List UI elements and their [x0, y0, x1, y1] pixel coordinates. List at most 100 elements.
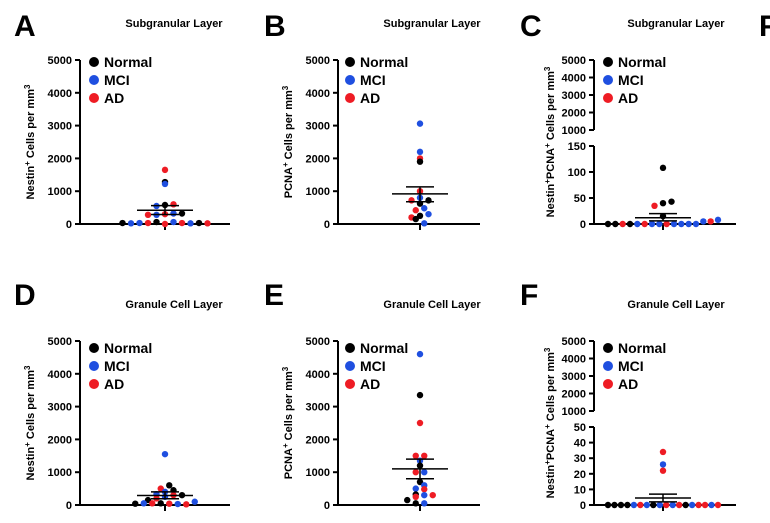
data-point-mci	[656, 501, 663, 509]
y-tick-label: 4000	[48, 369, 72, 381]
legend-marker-mci	[603, 75, 613, 85]
data-point-normal	[668, 198, 675, 205]
data-point-normal	[404, 496, 411, 504]
data-point-mci	[161, 180, 169, 188]
y-tick-label: 4000	[562, 354, 586, 366]
legend-label: MCI	[104, 72, 130, 88]
y-tick-label: 2000	[562, 389, 586, 401]
data-point-ad	[659, 467, 667, 474]
legend-marker-normal	[603, 57, 613, 67]
y-axis-label: PCNA+ Cells per mm3	[281, 85, 296, 198]
legend-label: MCI	[618, 358, 644, 374]
legend-label: MCI	[360, 358, 386, 374]
y-tick-label: 50	[574, 193, 586, 205]
data-point-normal	[132, 500, 139, 507]
legend-label: Normal	[360, 340, 408, 356]
legend-marker-normal	[345, 343, 355, 353]
data-point-ad	[421, 452, 428, 459]
data-point-ad	[619, 220, 626, 228]
legend-marker-mci	[345, 75, 355, 85]
y-tick-label: 3000	[562, 90, 586, 102]
legend-label: AD	[618, 376, 638, 392]
panel-title: Subgranular Layer	[627, 18, 725, 30]
legend-label: Normal	[104, 54, 152, 70]
data-point-normal	[178, 210, 186, 217]
legend-marker-normal	[89, 343, 99, 353]
data-point-normal	[416, 391, 424, 399]
y-tick-label: 4000	[48, 88, 72, 100]
legend-marker-mci	[345, 361, 355, 371]
data-point-normal	[659, 164, 667, 172]
y-tick-label: 4000	[306, 369, 330, 381]
data-point-ad	[412, 452, 419, 459]
panel-f: F Granule Cell Layer 0 10 20 30 40 50 1000 2000 30…	[520, 279, 736, 512]
y-tick-label: 0	[580, 219, 586, 231]
y-tick-label: 1000	[48, 467, 72, 479]
data-point-ad	[429, 491, 436, 499]
panel-c: C Subgranular Layer 0 50 100 150 1000 2000 3000 4…	[520, 10, 736, 231]
data-point-normal	[626, 220, 634, 228]
y-tick-label: 2000	[48, 153, 72, 165]
data-point-normal	[650, 501, 657, 509]
y-tick-label: 100	[568, 167, 586, 179]
y-tick-label: 5000	[562, 55, 586, 67]
data-point-normal	[624, 501, 631, 509]
legend-marker-ad	[345, 93, 355, 103]
data-point-mci	[643, 501, 651, 509]
y-tick-label: 10	[574, 484, 586, 496]
data-point-normal	[611, 501, 618, 509]
data-point-ad	[421, 486, 428, 493]
data-point-mci	[708, 501, 715, 509]
y-tick-label: 3000	[48, 402, 72, 414]
data-point-mci	[714, 216, 722, 224]
data-point-ad	[663, 220, 670, 228]
data-point-ad	[701, 501, 709, 509]
data-point-ad	[183, 501, 190, 508]
data-point-mci	[692, 220, 700, 228]
legend-label: Normal	[104, 340, 152, 356]
data-point-mci	[700, 218, 707, 225]
data-point-mci	[659, 461, 667, 468]
data-point-mci	[136, 219, 143, 227]
data-point-ad	[412, 207, 419, 214]
y-tick-label: 20	[574, 469, 586, 481]
legend-marker-ad	[603, 379, 613, 389]
data-point-mci	[421, 500, 428, 507]
panel-title: Granule Cell Layer	[627, 299, 725, 311]
y-tick-label: 5000	[562, 336, 586, 348]
data-point-mci	[416, 120, 424, 127]
y-tick-label: 0	[66, 500, 72, 512]
panel-letter: E	[264, 279, 284, 312]
legend-label: AD	[360, 90, 380, 106]
data-point-ad	[641, 220, 648, 228]
data-point-ad	[166, 500, 173, 507]
legend-marker-mci	[89, 361, 99, 371]
data-point-ad	[695, 501, 702, 509]
y-tick-label: 5000	[306, 55, 330, 67]
data-point-ad	[178, 219, 186, 227]
data-point-mci	[170, 218, 177, 226]
y-tick-label: 5000	[306, 336, 330, 348]
y-tick-label: 0	[324, 500, 330, 512]
data-point-ad	[144, 211, 152, 219]
panel-b: B Subgranular Layer 0 1000 2000 3000 4000 5000 P…	[264, 10, 481, 231]
panel-title: Subgranular Layer	[125, 18, 223, 30]
data-point-normal	[195, 219, 203, 227]
legend-marker-ad	[603, 93, 613, 103]
y-tick-label: 2000	[306, 153, 330, 165]
data-point-ad	[161, 220, 169, 228]
data-point-mci	[412, 485, 419, 492]
y-axis-label: PCNA+ Cells per mm3	[281, 366, 296, 479]
panel-a: A Subgranular Layer 0 1000 2000 3000 4000 5000 N…	[14, 10, 230, 231]
data-point-mci	[421, 205, 428, 212]
y-axis-label: Nestin+ Cells per mm3	[23, 84, 38, 199]
legend-label: AD	[104, 90, 124, 106]
data-point-normal	[425, 197, 432, 204]
data-point-normal	[412, 500, 419, 507]
legend-marker-normal	[345, 57, 355, 67]
y-tick-label: 5000	[48, 55, 72, 67]
panel-title: Granule Cell Layer	[383, 299, 481, 311]
data-point-normal	[604, 220, 612, 228]
legend-label: AD	[104, 376, 124, 392]
